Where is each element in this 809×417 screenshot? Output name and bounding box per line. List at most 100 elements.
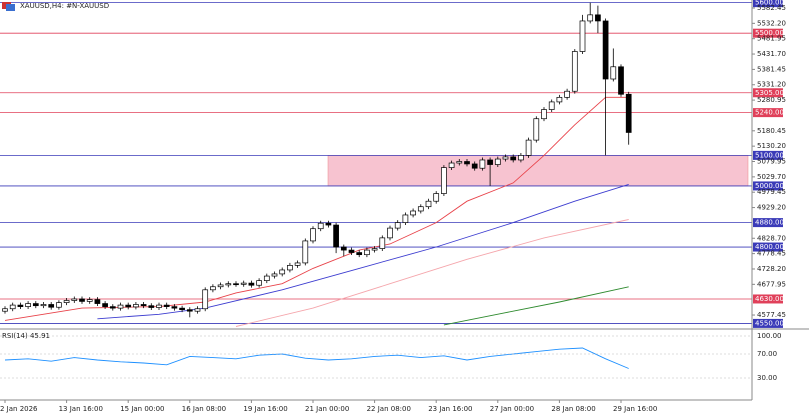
level-label: 5500.00 [755,29,784,37]
candle-body [618,66,624,95]
candle-body [117,304,124,309]
moving-average [235,219,629,327]
candle-body [587,14,594,22]
candle-body [125,304,132,308]
level-layer: 5600.00 5500.00 5305.00 5240.00 5100.00 5000.… [0,0,784,328]
candle-layer [2,2,632,318]
candle-body [602,20,609,80]
rsi-layer [4,347,629,369]
candle-body [86,299,93,302]
candle-body [502,156,509,160]
level-tag [753,28,783,38]
candle-body [340,246,347,251]
candle-body [225,283,232,286]
candle-body [25,303,31,307]
rsi-tick-label: 100.00 [757,332,782,340]
x-tick-label: 19 Jan 16:00 [243,405,287,413]
level-tag [753,218,783,228]
candle-body [271,273,278,277]
candle-body [541,109,547,120]
y-tick-label: 4728.20 [757,265,786,273]
level-tag [753,150,783,160]
y-tick-label: 5280.95 [757,96,786,104]
y-tick-label: 4979.45 [757,188,786,196]
candle-body [371,248,378,251]
candle-body [263,275,270,281]
level-label: 5240.00 [755,109,784,117]
level-label: 5305.00 [755,89,784,97]
candle-body [464,161,470,165]
candle-body [48,304,55,308]
candle-body [109,306,116,309]
candle-body [356,252,363,256]
y-tick-label: 4577.45 [757,311,786,319]
candle-body [171,306,178,309]
candle-body [487,159,493,165]
zone-layer [327,155,749,187]
candle-body [325,222,332,226]
candle-body [179,307,185,311]
zone [327,155,749,187]
candle-body [40,304,47,307]
moving-average [97,183,629,320]
candle-body [32,303,39,307]
axis-layer: 5582.45 5532.20 5481.95 5431.70 5381.45 5331.… [0,4,786,413]
candle-body [394,222,401,229]
candle-body [579,20,586,52]
y-tick-label: 5481.95 [757,35,786,43]
candle-body [210,286,216,291]
candle-body [471,163,478,169]
candle-body [56,302,62,308]
x-tick-label: 13 Jan 16:00 [59,405,103,413]
candle-body [140,304,147,307]
level-tag [753,0,783,8]
y-tick-label: 4677.95 [757,280,786,288]
candle-body [548,101,555,110]
candle-body [310,228,316,242]
level-label: 5000.00 [755,182,784,190]
y-tick-label: 5532.20 [757,19,786,27]
candle-body [595,14,601,22]
level-label: 4630.00 [755,295,784,303]
candle-body [425,200,432,208]
candle-body [456,161,463,164]
candle-body [133,304,139,308]
candle-body [156,304,162,308]
candle-body [63,300,70,303]
candle-body [194,308,201,312]
candle-body [256,280,262,286]
candle-body [556,96,563,103]
y-tick-label: 4929.20 [757,204,786,212]
candle-body [248,282,255,286]
y-tick-label: 5180.45 [757,127,786,135]
rsi-tick-label: 30.00 [757,374,777,382]
candle-body [9,304,16,310]
y-tick-label: 5582.45 [757,4,786,12]
y-tick-label: 4828.70 [757,234,786,242]
y-tick-label: 5130.20 [757,142,786,150]
rsi-tick-label: 70.00 [757,350,777,358]
chart-title: XAUUSD,H4: #N-XAUUSD [20,2,109,10]
x-tick-label: 2 Jan 2026 [0,405,38,413]
candle-body [317,222,324,230]
candle-body [217,284,224,288]
candle-body [233,283,239,286]
candle-body [163,304,170,307]
level-tag [753,242,783,252]
candle-body [433,193,440,202]
y-tick-label: 4778.45 [757,250,786,258]
candle-body [525,139,532,156]
level-label: 5100.00 [755,151,784,159]
level-tag [753,181,783,191]
candle-body [240,282,247,285]
rsi-label: RSI(14) 45.91 [2,332,50,340]
candle-body [518,155,524,161]
candle-body [417,206,424,212]
candle-body [533,118,540,141]
x-tick-label: 21 Jan 00:00 [305,405,349,413]
candle-body [71,298,78,301]
candle-body [348,249,355,253]
candle-body [571,51,578,92]
